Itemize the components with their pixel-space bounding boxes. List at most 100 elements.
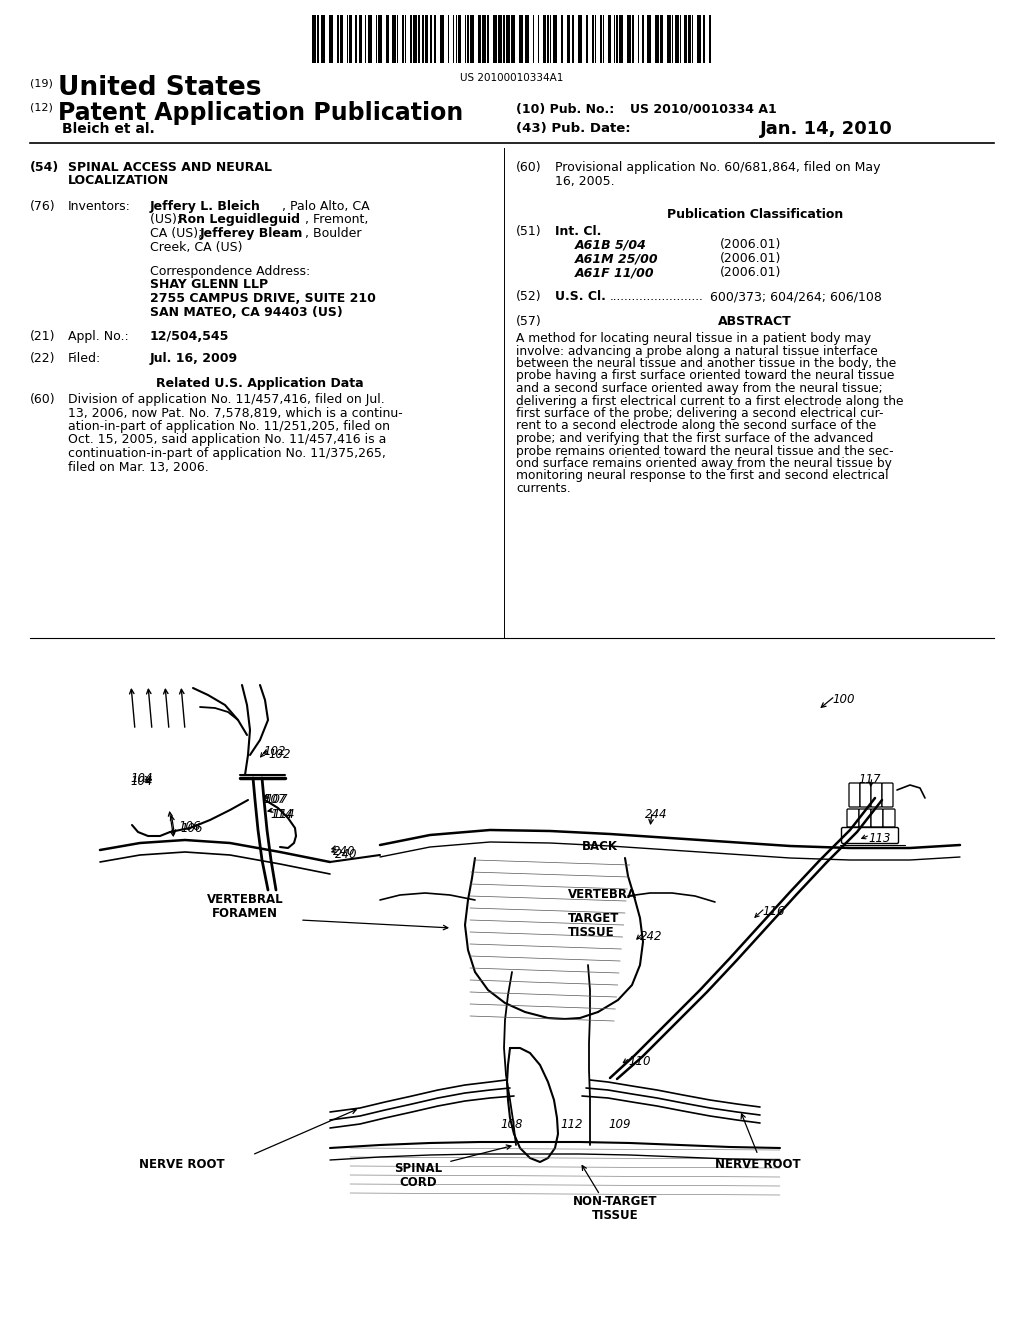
Text: 110: 110 xyxy=(628,1055,650,1068)
Bar xyxy=(692,15,693,63)
Text: SHAY GLENN LLP: SHAY GLENN LLP xyxy=(150,279,268,292)
Bar xyxy=(638,15,639,63)
Bar xyxy=(411,15,412,63)
Text: 244: 244 xyxy=(645,808,668,821)
Bar xyxy=(487,15,488,63)
Bar xyxy=(672,15,674,63)
Text: (76): (76) xyxy=(30,201,55,213)
Text: SAN MATEO, CA 94403 (US): SAN MATEO, CA 94403 (US) xyxy=(150,305,343,318)
Text: (10) Pub. No.:: (10) Pub. No.: xyxy=(516,103,614,116)
Bar xyxy=(413,15,417,63)
Bar xyxy=(422,15,424,63)
Text: 240: 240 xyxy=(333,845,355,858)
Text: SPINAL: SPINAL xyxy=(394,1162,442,1175)
Text: first surface of the probe; delivering a second electrical cur-: first surface of the probe; delivering a… xyxy=(516,407,884,420)
Text: 113: 113 xyxy=(868,832,891,845)
Text: 102: 102 xyxy=(263,744,286,758)
Text: Bleich et al.: Bleich et al. xyxy=(62,121,155,136)
FancyBboxPatch shape xyxy=(859,809,871,828)
Text: probe remains oriented toward the neural tissue and the sec-: probe remains oriented toward the neural… xyxy=(516,445,894,458)
Text: VERTEBRAL: VERTEBRAL xyxy=(207,894,284,906)
Text: , Boulder: , Boulder xyxy=(305,227,361,240)
Text: NERVE ROOT: NERVE ROOT xyxy=(715,1158,801,1171)
Text: LOCALIZATION: LOCALIZATION xyxy=(68,174,169,187)
Bar xyxy=(482,15,486,63)
Bar xyxy=(506,15,510,63)
Text: (60): (60) xyxy=(516,161,542,174)
Bar xyxy=(710,15,711,63)
Bar xyxy=(532,15,534,63)
Text: filed on Mar. 13, 2006.: filed on Mar. 13, 2006. xyxy=(68,461,209,474)
Bar xyxy=(349,15,352,63)
Bar xyxy=(608,15,611,63)
Bar xyxy=(504,15,505,63)
Text: FORAMEN: FORAMEN xyxy=(212,907,278,920)
Bar xyxy=(322,15,326,63)
Bar xyxy=(366,15,367,63)
Bar xyxy=(578,15,582,63)
Bar xyxy=(386,15,389,63)
Text: TARGET: TARGET xyxy=(568,912,620,925)
Text: 242: 242 xyxy=(640,931,663,942)
Text: 107: 107 xyxy=(263,793,286,807)
Text: 114: 114 xyxy=(270,808,293,821)
FancyBboxPatch shape xyxy=(847,809,859,828)
Bar xyxy=(317,15,318,63)
Bar xyxy=(498,15,502,63)
Text: 104: 104 xyxy=(130,772,153,785)
Text: NERVE ROOT: NERVE ROOT xyxy=(139,1158,225,1171)
Text: 112: 112 xyxy=(560,1118,583,1131)
Bar xyxy=(616,15,617,63)
Bar xyxy=(354,15,357,63)
Bar xyxy=(493,15,497,63)
Bar xyxy=(613,15,615,63)
Bar xyxy=(406,15,407,63)
Text: NON-TARGET: NON-TARGET xyxy=(572,1195,657,1208)
Bar xyxy=(337,15,339,63)
Bar xyxy=(368,15,372,63)
Text: 106: 106 xyxy=(180,822,203,836)
FancyBboxPatch shape xyxy=(860,783,871,807)
Text: between the neural tissue and another tissue in the body, the: between the neural tissue and another ti… xyxy=(516,356,896,370)
Text: Filed:: Filed: xyxy=(68,352,101,366)
Text: , Palo Alto, CA: , Palo Alto, CA xyxy=(282,201,370,213)
Bar xyxy=(603,15,604,63)
Bar xyxy=(697,15,701,63)
Text: 109: 109 xyxy=(608,1118,631,1131)
Bar xyxy=(538,15,540,63)
Text: rent to a second electrode along the second surface of the: rent to a second electrode along the sec… xyxy=(516,420,877,433)
Text: (21): (21) xyxy=(30,330,55,343)
Bar xyxy=(465,15,466,63)
Bar xyxy=(553,15,556,63)
Bar xyxy=(511,15,515,63)
Text: A61F 11/00: A61F 11/00 xyxy=(575,267,654,279)
Bar xyxy=(524,15,528,63)
Text: (US);: (US); xyxy=(150,214,185,227)
Bar xyxy=(519,15,523,63)
Bar xyxy=(547,15,549,63)
Text: (22): (22) xyxy=(30,352,55,366)
Text: Related U.S. Application Data: Related U.S. Application Data xyxy=(157,378,364,389)
Text: Int. Cl.: Int. Cl. xyxy=(555,224,601,238)
Bar xyxy=(688,15,691,63)
Text: Publication Classification: Publication Classification xyxy=(667,209,843,220)
Bar xyxy=(312,15,316,63)
Text: A61M 25/00: A61M 25/00 xyxy=(575,252,658,265)
Text: 117: 117 xyxy=(858,774,881,785)
Text: Appl. No.:: Appl. No.: xyxy=(68,330,129,343)
Bar xyxy=(655,15,658,63)
Text: 104: 104 xyxy=(130,775,153,788)
Text: (43) Pub. Date:: (43) Pub. Date: xyxy=(516,121,631,135)
Text: (19): (19) xyxy=(30,78,53,88)
Text: (60): (60) xyxy=(30,393,55,407)
Text: 114: 114 xyxy=(272,808,295,821)
Bar xyxy=(453,15,455,63)
FancyBboxPatch shape xyxy=(849,783,860,807)
Text: 102: 102 xyxy=(268,748,291,762)
Bar xyxy=(330,15,333,63)
Text: 16, 2005.: 16, 2005. xyxy=(555,174,614,187)
Text: Inventors:: Inventors: xyxy=(68,201,131,213)
Text: Oct. 15, 2005, said application No. 11/457,416 is a: Oct. 15, 2005, said application No. 11/4… xyxy=(68,433,386,446)
Text: , Fremont,: , Fremont, xyxy=(305,214,369,227)
Text: involve: advancing a probe along a natural tissue interface: involve: advancing a probe along a natur… xyxy=(516,345,878,358)
